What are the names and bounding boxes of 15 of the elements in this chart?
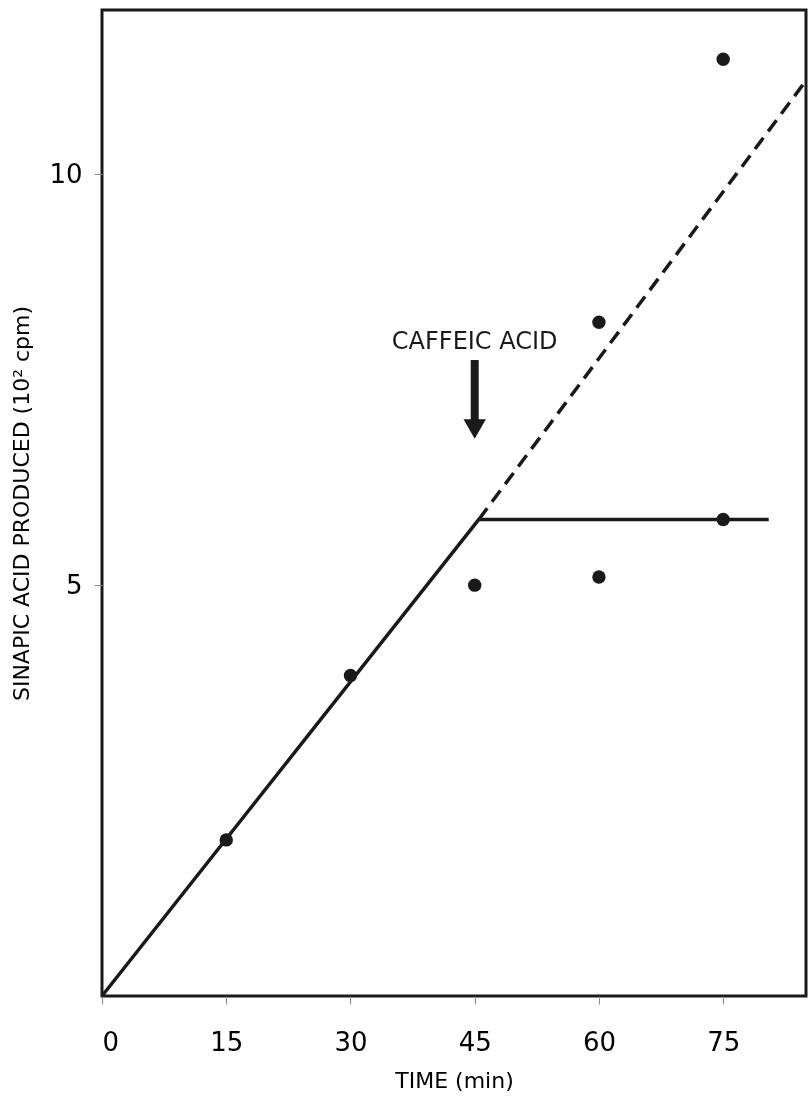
x-tick-label: 45 (458, 1026, 492, 1057)
x-axis-title: TIME (min) (394, 1067, 514, 1093)
point (716, 52, 730, 66)
point (592, 570, 606, 584)
y-tick-label: 10 (49, 158, 83, 189)
point (592, 315, 606, 329)
x-tick-label: 0 (102, 1026, 120, 1057)
x-tick-label: 15 (210, 1026, 244, 1057)
x-tick-label: 75 (707, 1026, 741, 1057)
point (468, 578, 482, 592)
x-tick-label: 30 (334, 1026, 368, 1057)
annotation: CAFFEIC ACID (391, 327, 558, 356)
y-tick-label: 5 (65, 569, 83, 600)
y-axis-title: SINAPIC ACID PRODUCED (10² cpm) (9, 305, 35, 702)
x-tick-label: 60 (582, 1026, 616, 1057)
